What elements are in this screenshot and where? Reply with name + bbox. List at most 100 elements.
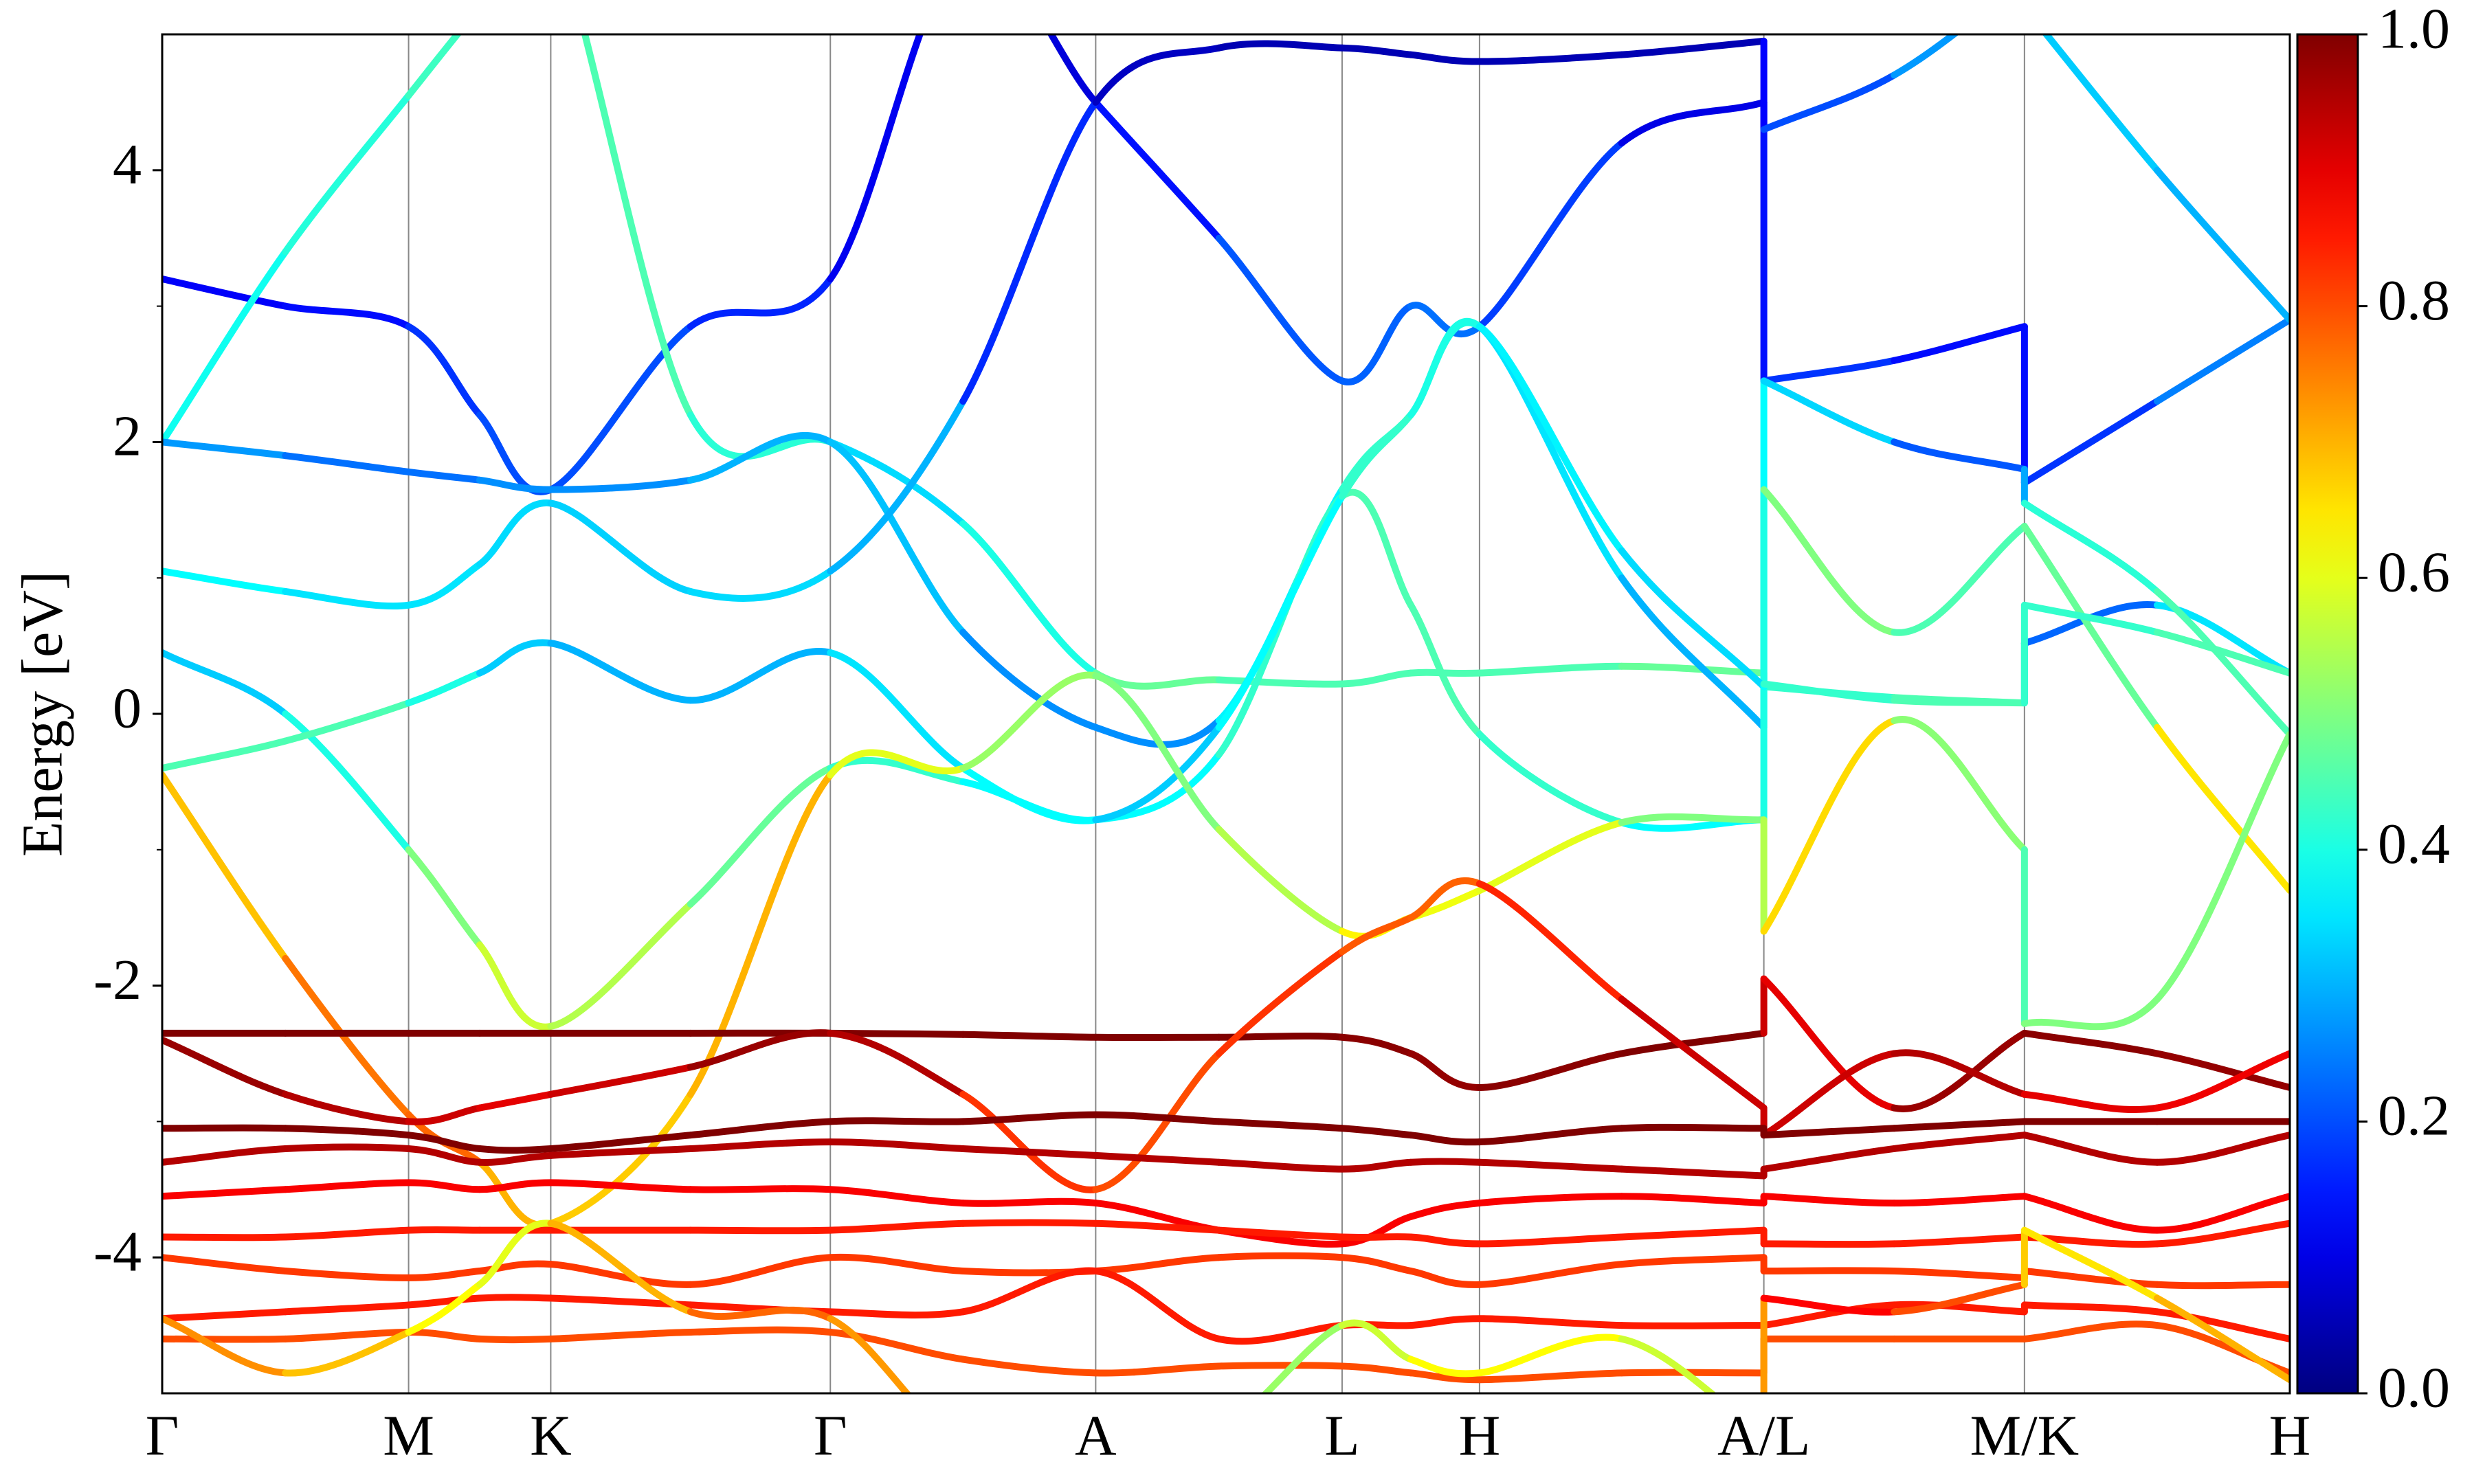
band-segment bbox=[2153, 723, 2290, 895]
band-segment bbox=[959, 671, 1100, 772]
band-segment bbox=[1475, 1315, 1625, 1329]
band-segment bbox=[959, 1267, 1100, 1316]
x-tick-label: K bbox=[530, 1404, 572, 1468]
band-segment bbox=[1338, 411, 1414, 500]
band-segment bbox=[476, 499, 555, 568]
band-segment bbox=[405, 34, 462, 100]
band-segment bbox=[2153, 1050, 2290, 1091]
band-segment bbox=[476, 1219, 555, 1288]
x-tick-label: A/L bbox=[1717, 1404, 1810, 1468]
colorbar-tick-label: 0.6 bbox=[2378, 540, 2450, 604]
band-segment bbox=[2020, 1301, 2161, 1316]
band-segment bbox=[1407, 1132, 1483, 1146]
band-segment bbox=[1215, 1226, 1346, 1241]
y-tick-label: 2 bbox=[113, 405, 142, 469]
band-segment bbox=[687, 1226, 834, 1235]
band-segment bbox=[959, 778, 1100, 824]
band-segment bbox=[1475, 1233, 1625, 1248]
band-segment bbox=[282, 699, 412, 745]
band-segment bbox=[687, 772, 834, 1098]
band-segment bbox=[282, 1226, 412, 1241]
band-segment bbox=[827, 1117, 967, 1125]
band-segment bbox=[1891, 438, 2028, 473]
band-segment bbox=[2020, 1029, 2161, 1057]
band-segment bbox=[2153, 1294, 2290, 1384]
band-segment bbox=[162, 1145, 289, 1166]
colorbar-tick-label: 0.2 bbox=[2378, 1084, 2450, 1148]
band-segment bbox=[162, 649, 289, 717]
band-segment bbox=[282, 1179, 412, 1193]
band-segment bbox=[687, 276, 834, 330]
band-segment bbox=[1047, 34, 1100, 106]
band-segment bbox=[547, 1261, 694, 1288]
band-segment bbox=[282, 92, 412, 256]
band-segment bbox=[1891, 1281, 2028, 1316]
band-segment bbox=[1407, 1200, 1483, 1220]
band-segment bbox=[1338, 44, 1414, 58]
band-segment bbox=[827, 749, 967, 779]
band-segment bbox=[1618, 37, 1768, 58]
band-segment bbox=[1760, 377, 1898, 446]
band-segment bbox=[1760, 1193, 1898, 1207]
band-segment bbox=[405, 561, 483, 609]
band-segment bbox=[405, 1104, 483, 1125]
band-segment bbox=[1475, 1193, 1625, 1207]
band-segment bbox=[547, 1179, 694, 1193]
band-segment bbox=[1618, 1254, 1768, 1268]
band-segment bbox=[282, 1301, 412, 1316]
band-segment bbox=[1261, 1322, 1346, 1393]
band-segment bbox=[162, 1186, 289, 1200]
band-segment bbox=[2153, 316, 2290, 405]
band-segment bbox=[1891, 34, 1960, 79]
band-segment bbox=[1092, 1267, 1223, 1342]
band-segment bbox=[162, 276, 289, 310]
band-segment bbox=[959, 1090, 1100, 1193]
band-segment bbox=[1092, 1050, 1223, 1193]
band-segment bbox=[2020, 601, 2161, 636]
band-segment bbox=[547, 1219, 694, 1316]
band-segment bbox=[1215, 1252, 1346, 1261]
band-segment bbox=[1760, 1267, 1898, 1274]
band-segment bbox=[1891, 697, 2028, 707]
band-segment bbox=[1338, 1319, 1414, 1363]
band-segment bbox=[547, 323, 694, 493]
band-segment bbox=[1618, 1226, 1768, 1241]
band-segment bbox=[2020, 1320, 2161, 1342]
band-segment bbox=[282, 1328, 412, 1377]
band-segment bbox=[405, 1132, 483, 1152]
band-segment bbox=[1618, 574, 1768, 731]
band-segment bbox=[687, 1306, 834, 1323]
band-segment bbox=[476, 639, 555, 677]
band-segment bbox=[1338, 914, 1414, 956]
band-segment bbox=[827, 1029, 967, 1098]
band-segment bbox=[476, 1090, 555, 1112]
band-segment bbox=[1760, 1125, 1898, 1139]
band-segment bbox=[547, 1132, 694, 1152]
band-segment bbox=[547, 1328, 694, 1342]
band-segment bbox=[1760, 680, 1898, 704]
band-segment bbox=[1092, 1151, 1223, 1166]
band-segment bbox=[1618, 996, 1768, 1112]
band-segment bbox=[1475, 662, 1625, 677]
band-segment bbox=[2020, 1267, 2161, 1288]
band-segment bbox=[1407, 1267, 1483, 1288]
band-segment bbox=[959, 629, 1100, 731]
band-segment bbox=[405, 1179, 483, 1193]
band-segment bbox=[162, 737, 289, 772]
band-segment bbox=[1760, 1301, 1898, 1329]
band-segment bbox=[581, 34, 694, 418]
x-tick-label: L bbox=[1324, 1404, 1359, 1468]
band-segment bbox=[282, 302, 412, 330]
band-segment bbox=[827, 438, 967, 636]
band-segment bbox=[282, 1143, 412, 1152]
band-segment bbox=[1475, 1334, 1625, 1377]
band-segment bbox=[827, 1186, 967, 1207]
band-segment bbox=[1407, 1233, 1483, 1248]
band-segment bbox=[1760, 71, 1898, 133]
band-segment bbox=[1407, 1050, 1483, 1091]
band-segment bbox=[1891, 1301, 2028, 1316]
colorbar-tick-label: 0.0 bbox=[2378, 1356, 2450, 1419]
band-segment bbox=[1338, 669, 1414, 688]
band-segment bbox=[1407, 1315, 1483, 1329]
band-segment bbox=[282, 1328, 412, 1342]
